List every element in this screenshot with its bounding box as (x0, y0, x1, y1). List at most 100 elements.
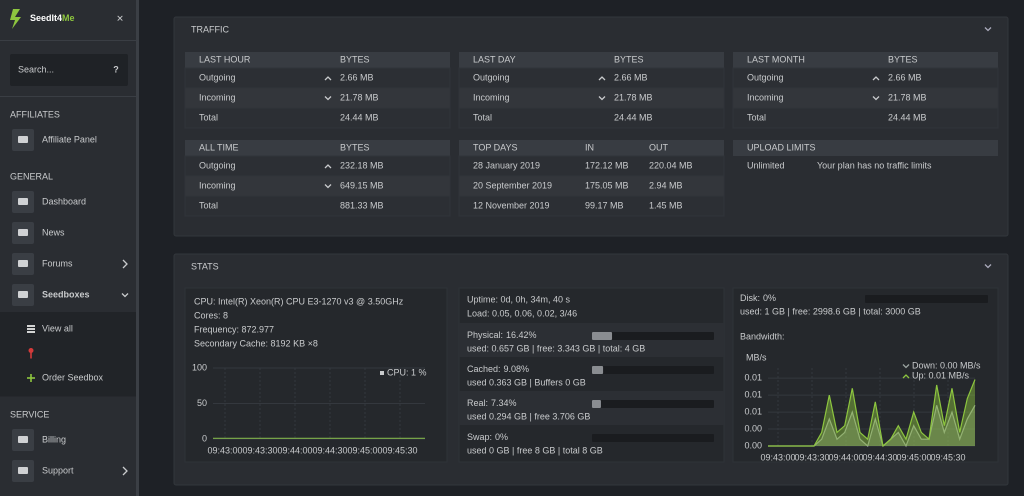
series-area (768, 405, 975, 446)
memory-detail: used 0 GB | free 8 GB | total 8 GB (467, 445, 603, 455)
memory-bar (592, 332, 613, 340)
legend-swatch (380, 371, 384, 375)
table-header-cell: OUT (649, 142, 669, 152)
stats-box (458, 287, 725, 463)
menu-icon (18, 436, 28, 443)
table-header-cell: LAST HOUR (199, 54, 251, 64)
submenu-icon (27, 328, 35, 330)
table-cell: Outgoing (199, 160, 236, 170)
table-cell: 649.15 MB (340, 180, 384, 190)
table-row (458, 107, 725, 129)
system-info: Uptime: 0d, 0h, 34m, 40 s (467, 294, 571, 304)
menu-icon (18, 229, 28, 236)
menu-item[interactable]: Seedboxes (42, 289, 90, 299)
memory-bar (592, 400, 601, 408)
memory-value: 9.08% (504, 364, 530, 374)
table-cell: 24.44 MB (340, 112, 379, 122)
memory-name: Physical: (467, 330, 503, 340)
disk-detail: used: 1 GB | free: 2998.6 GB | total: 30… (740, 306, 921, 316)
table-cell: 2.66 MB (340, 72, 374, 82)
memory-value: 16.42% (506, 330, 537, 340)
close-button[interactable]: ✕ (116, 13, 124, 23)
table-cell: Incoming (747, 92, 784, 102)
logo-icon (10, 9, 21, 29)
logo: SeedIt4Me (30, 13, 75, 23)
table-cell: 21.78 MB (340, 92, 379, 102)
memory-name: Cached: (467, 364, 501, 374)
table-cell: Total (199, 200, 218, 210)
y-tick-label: 0.00 (744, 440, 762, 450)
table-cell: 21.78 MB (888, 92, 927, 102)
x-tick-label: 09:43:30 (794, 452, 829, 462)
direction-arrow (598, 96, 606, 101)
menu-arrow (122, 259, 128, 269)
menu-arrow (122, 466, 128, 476)
menu-item[interactable]: Dashboard (42, 196, 86, 206)
submenu-item[interactable]: View all (42, 323, 73, 333)
table-cell: Incoming (199, 180, 236, 190)
menu-item[interactable]: Billing (42, 434, 66, 444)
table-cell: 28 January 2019 (473, 160, 540, 170)
direction-arrow (324, 164, 332, 169)
table-cell: Total (747, 112, 766, 122)
direction-arrow (598, 76, 606, 81)
table-header-cell: BYTES (340, 54, 370, 64)
x-tick-label: 09:45:00 (896, 452, 931, 462)
memory-track (592, 434, 714, 442)
table-row (732, 107, 999, 129)
submenu-icon (27, 331, 35, 333)
table-header-cell: LAST DAY (473, 54, 516, 64)
table-cell: 220.04 MB (649, 160, 693, 170)
table-header-cell: IN (585, 142, 594, 152)
table-cell: Outgoing (473, 72, 510, 82)
table-cell: 175.05 MB (585, 180, 629, 190)
table-cell: 172.12 MB (585, 160, 629, 170)
menu-item[interactable]: News (42, 227, 65, 237)
system-info: Load: 0.05, 0.06, 0.02, 3/46 (467, 308, 577, 318)
table-header-cell: BYTES (340, 142, 370, 152)
table-cell: Incoming (473, 92, 510, 102)
table-header-cell: TOP DAYS (473, 142, 518, 152)
memory-name: Swap: (467, 432, 492, 442)
memory-name: Real: (467, 398, 488, 408)
search-box[interactable] (10, 54, 128, 86)
cpu-info: Frequency: 872.977 (194, 324, 274, 334)
submenu-icon (30, 374, 32, 382)
y-axis-label: MB/s (746, 352, 767, 362)
memory-track (592, 366, 714, 374)
memory-value: 0% (495, 432, 508, 442)
table-header-cell: UPLOAD LIMITS (747, 142, 816, 152)
memory-detail: used: 0.657 GB | free: 3.343 GB | total:… (467, 343, 645, 353)
y-tick-label: 100 (192, 362, 207, 372)
panel-title: TRAFFIC (191, 24, 229, 34)
menu-icon (18, 260, 28, 267)
table-cell: 232.18 MB (340, 160, 384, 170)
x-tick-label: 09:44:00 (828, 452, 863, 462)
menu-item[interactable]: Affiliate Panel (42, 134, 97, 144)
table-cell: 24.44 MB (614, 112, 653, 122)
table-cell: 2.66 MB (614, 72, 648, 82)
table-cell: 881.33 MB (340, 200, 384, 210)
memory-track (592, 332, 714, 340)
series-area (768, 379, 975, 446)
submenu-icon (30, 352, 32, 359)
memory-label: Swap: 0% (467, 432, 508, 442)
menu-item[interactable]: Support (42, 465, 74, 475)
table-row (458, 195, 725, 217)
submenu-item[interactable]: Order Seedbox (42, 372, 104, 382)
table-header-cell: LAST MONTH (747, 54, 805, 64)
sidebar-divider (0, 96, 136, 97)
x-tick-label: 09:43:00 (207, 445, 242, 455)
table-cell: 12 November 2019 (473, 200, 550, 210)
legend-marker (902, 374, 910, 379)
menu-item[interactable]: Forums (42, 258, 73, 268)
menu-icon (18, 291, 28, 298)
logo-main: SeedIt4 (30, 13, 62, 23)
table-cell: Outgoing (199, 72, 236, 82)
table-header (185, 52, 450, 68)
menu-icon (18, 198, 28, 205)
search-input[interactable]: Search... (18, 64, 54, 74)
stats-box (184, 287, 448, 463)
sidebar-divider (0, 40, 136, 41)
table-header (459, 140, 724, 156)
